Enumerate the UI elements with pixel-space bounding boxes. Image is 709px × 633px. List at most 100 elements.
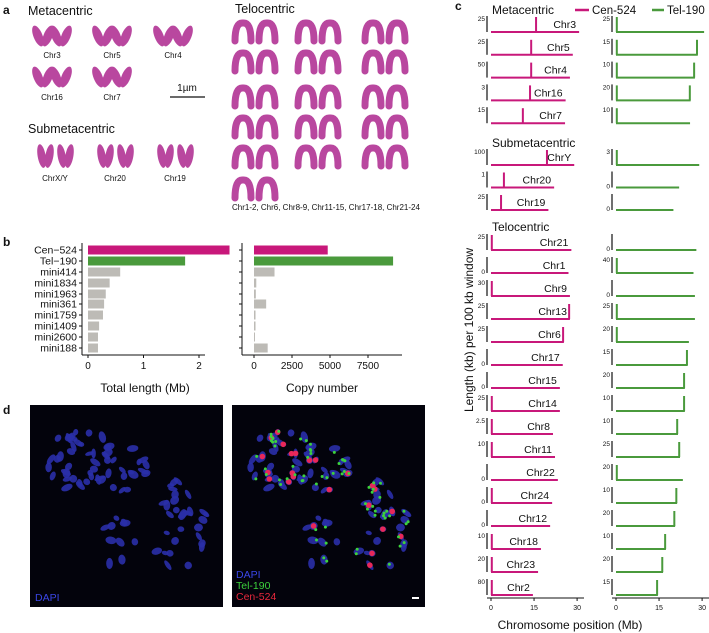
- dapi-chromosome: [168, 486, 178, 492]
- x-tick-label: 30: [698, 605, 706, 612]
- chromatid: [97, 144, 107, 168]
- tel-190-signal: [379, 481, 383, 485]
- y-max-label: 0: [481, 361, 485, 368]
- tel-190-signal: [406, 520, 410, 524]
- telocentric-chromosome: [294, 144, 318, 170]
- chromatid-arch: [361, 19, 385, 45]
- chromatid: [157, 144, 167, 168]
- chromatid: [184, 144, 194, 168]
- chromatid-arch: [361, 114, 385, 140]
- dapi-chromosome: [307, 468, 314, 479]
- chromatid: [153, 25, 165, 47]
- y-max-label: 0: [481, 476, 485, 483]
- chromosome-name: Chr8: [527, 421, 550, 433]
- dapi-chromosome: [105, 468, 112, 479]
- track-chr5: 25 Chr5 15: [478, 38, 698, 56]
- chromatid-arch: [255, 84, 279, 110]
- chromosome-name: Chr1: [543, 260, 566, 272]
- y-max-label: 20: [603, 372, 611, 379]
- telocentric-chromosome: [231, 49, 255, 75]
- chromatid: [117, 144, 127, 168]
- x-tick-label: 15: [655, 605, 663, 612]
- dapi-chromosome: [85, 429, 93, 437]
- chromosome-name: Chr12: [519, 513, 548, 525]
- y-axis-label: Length (kb) per 100 kb window: [462, 248, 476, 412]
- y-max-label: 10: [603, 533, 611, 540]
- dapi-chromosome: [128, 470, 139, 479]
- tel-190-signal: [271, 440, 275, 444]
- y-max-label: 25: [603, 303, 611, 310]
- bar-mini2600: [254, 332, 255, 342]
- dapi-chromosome: [344, 460, 352, 470]
- chromatid: [171, 25, 183, 47]
- dapi-chromosome: [110, 456, 117, 464]
- dapi-chromosome: [400, 542, 407, 552]
- chromosome-label: ChrX/Y: [42, 174, 68, 183]
- track-chr15: 0 Chr15 20: [481, 372, 686, 391]
- telocentric-chromosome: [361, 114, 385, 140]
- dapi-chromosome: [126, 445, 139, 452]
- dapi-chromosome: [119, 519, 131, 527]
- telocentric-chromosome: [361, 84, 385, 110]
- dapi-chromosome: [195, 532, 202, 541]
- telocentric-chromosome: [255, 84, 279, 110]
- cen-524-signal: [366, 502, 372, 509]
- bar-mini1409: [88, 321, 100, 331]
- telocentric-caption: Chr1-2, Chr6, Chr8-9, Chr11-15, Chr17-18…: [232, 203, 420, 212]
- tel-190-signal: [309, 451, 313, 455]
- dapi-chromosome: [302, 524, 312, 531]
- chromatid-arch: [231, 176, 255, 202]
- chromatid: [177, 144, 187, 168]
- dapi-chromosome: [83, 478, 91, 486]
- channel-label: Cen-524: [236, 591, 276, 603]
- track-chr23: 20 Chr23 20: [478, 556, 664, 573]
- bar-mini188: [254, 343, 268, 353]
- tel-190-signal: [404, 522, 408, 526]
- chromosome-tracks: Metacentric Submetacentric Telocentric Cen-…: [462, 3, 709, 632]
- dapi-chromosome: [311, 483, 319, 492]
- chr20-chromosome: [97, 144, 114, 168]
- telocentric-chromosome: [318, 19, 342, 45]
- chromatid: [110, 66, 122, 88]
- telocentric-chromosome: [385, 19, 409, 45]
- dapi-chromosome: [321, 519, 333, 527]
- chromatid: [57, 144, 67, 168]
- tel-190-signal: [264, 473, 268, 477]
- telocentric-chromosome: [231, 176, 255, 202]
- tel-190-signal: [383, 516, 387, 520]
- tel-190-signal: [322, 556, 326, 560]
- track-chr11: 10 Chr11 25: [478, 441, 681, 458]
- chromatid-arch: [294, 19, 318, 45]
- bar-mini2600: [88, 332, 98, 342]
- telocentric-chromosome: [255, 49, 279, 75]
- chromosome-name: Chr11: [524, 444, 552, 456]
- y-max-label: 80: [478, 579, 486, 586]
- panel-label-d: d: [3, 403, 10, 417]
- tel-190-signal: [306, 455, 310, 459]
- bar-mini1759: [254, 310, 256, 320]
- dapi-chromosome: [131, 538, 139, 546]
- bar-cen524: [254, 245, 328, 255]
- chromosome-name: Chr22: [526, 467, 555, 479]
- x-axis-label: Chromosome position (Mb): [498, 618, 643, 632]
- dapi-image: DAPI: [30, 405, 223, 607]
- chromatid: [37, 144, 47, 168]
- track-chr14: 25 Chr14 10: [478, 395, 686, 412]
- chromatid: [124, 144, 134, 168]
- y-max-label: 0: [606, 184, 610, 191]
- dapi-chromosome: [54, 434, 62, 442]
- dapi-chromosome: [62, 468, 71, 479]
- tel-190-signal: [323, 525, 327, 529]
- telocentric-chromosome: [361, 144, 385, 170]
- chromatid-arch: [318, 114, 342, 140]
- chromatid-arch: [361, 49, 385, 75]
- chromosome-name: Chr2: [507, 582, 530, 594]
- telocentric-title: Telocentric: [235, 2, 295, 16]
- channel-label: DAPI: [35, 592, 60, 604]
- telocentric-chromosome: [318, 144, 342, 170]
- dapi-chromosome: [113, 515, 120, 521]
- dapi-chromosome: [163, 499, 171, 511]
- cen-524-signal: [292, 450, 299, 457]
- group-title-submetacentric: Submetacentric: [492, 136, 575, 150]
- chromatid-arch: [231, 49, 255, 75]
